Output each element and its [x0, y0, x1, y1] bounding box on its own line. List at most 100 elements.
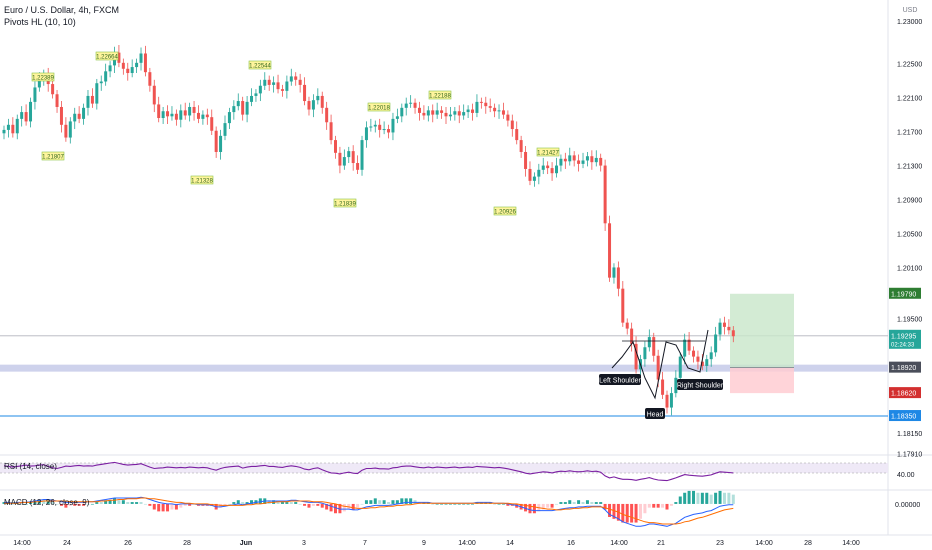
candle-body	[669, 393, 673, 408]
target-price-tag	[889, 287, 921, 299]
macd-histogram-bar	[643, 503, 647, 514]
price-tick-label: 1.20500	[897, 231, 922, 238]
candle-body	[559, 158, 563, 166]
candle-body	[479, 101, 483, 103]
candle-body	[227, 112, 231, 124]
time-tick-label: 26	[124, 540, 132, 547]
rsi-scale-label: 40.00	[897, 472, 915, 479]
candle-body	[236, 101, 240, 107]
macd-histogram-bar	[223, 503, 227, 506]
price-tick-label: 1.20900	[897, 198, 922, 205]
neckline-zone	[0, 364, 888, 372]
candle-body	[709, 352, 713, 360]
macd-histogram-bar	[82, 503, 86, 506]
macd-histogram-bar	[568, 500, 572, 504]
head-and-shoulders-pattern	[611, 329, 709, 400]
candle-body	[364, 127, 368, 141]
candle-body	[214, 130, 218, 152]
macd-histogram-bar	[148, 503, 152, 506]
macd-histogram-bar	[400, 498, 404, 504]
macd-histogram-bar	[431, 503, 435, 505]
candle-body	[497, 110, 501, 112]
indicator-title: Pivots HL (10, 10)	[4, 17, 76, 27]
macd-histogram-bar	[46, 500, 50, 504]
macd-histogram-bar	[135, 502, 139, 504]
macd-histogram-bar	[497, 503, 501, 505]
candle-body	[232, 106, 236, 113]
pivot-label: 1.21427	[537, 151, 559, 157]
candle-body	[404, 103, 408, 108]
macd-histogram-bar	[143, 503, 147, 505]
macd-histogram-bar	[638, 503, 642, 519]
macd-histogram-bar	[501, 503, 505, 505]
chart-symbol-title: Euro / U.S. Dollar, 4h, FXCM	[4, 5, 120, 15]
candle-body	[347, 151, 351, 158]
macd-histogram-bar	[258, 498, 262, 504]
macd-histogram-bar	[718, 490, 722, 504]
candle-body	[307, 101, 311, 110]
macd-histogram-bar	[117, 500, 121, 504]
time-tick-label: 14:00	[13, 540, 31, 547]
macd-histogram-bar	[599, 502, 603, 504]
macd-histogram-bar	[621, 503, 625, 523]
time-tick-label: 21	[657, 540, 665, 547]
macd-histogram-bar	[404, 498, 408, 504]
candle-body	[148, 72, 152, 86]
macd-histogram-bar	[722, 492, 726, 504]
candle-body	[568, 155, 572, 162]
candle-body	[143, 53, 147, 73]
macd-histogram-bar	[546, 503, 550, 508]
bar-countdown: 02:24:33	[891, 342, 915, 348]
candle-body	[501, 110, 505, 115]
macd-histogram-bar	[351, 503, 355, 510]
rsi-title: RSI (14, close)	[4, 462, 57, 471]
macd-histogram-bar	[121, 500, 125, 504]
macd-histogram-bar	[320, 503, 324, 508]
candle-body	[471, 109, 475, 113]
macd-histogram-bar	[241, 502, 245, 504]
candle-body	[285, 81, 289, 91]
macd-histogram-bar	[692, 490, 696, 504]
macd-histogram-bar	[20, 503, 24, 505]
candle-body	[674, 377, 678, 394]
candle-body	[325, 107, 329, 123]
macd-histogram-bar	[532, 503, 536, 514]
price-tick-label: 1.22100	[897, 96, 922, 103]
candle-body	[29, 101, 33, 122]
candle-body	[453, 111, 457, 115]
candle-body	[727, 326, 731, 331]
macd-histogram-bar	[311, 503, 315, 506]
candle-body	[652, 337, 656, 356]
pivot-label: 1.21807	[42, 155, 64, 161]
macd-histogram-bar	[555, 503, 558, 505]
time-tick-label: Jun	[240, 540, 252, 547]
macd-histogram-bar	[86, 503, 90, 505]
candle-body	[457, 111, 461, 116]
price-tick-label: 1.17910	[897, 451, 922, 458]
candle-body	[33, 87, 37, 102]
candle-body	[59, 106, 63, 125]
time-tick-label: 7	[363, 540, 367, 547]
time-tick-label: 23	[716, 540, 724, 547]
time-tick-label: 14:00	[755, 540, 773, 547]
candle-body	[2, 129, 6, 134]
candle-body	[515, 129, 519, 141]
macd-histogram-bar	[307, 503, 311, 508]
candle-body	[289, 76, 293, 82]
macd-histogram-bar	[166, 503, 170, 512]
macd-histogram-bar	[382, 500, 386, 504]
candle-body	[356, 163, 360, 170]
macd-histogram-bar	[471, 503, 475, 505]
macd-histogram-bar	[466, 503, 470, 505]
macd-histogram-bar	[612, 503, 616, 519]
candle-body	[378, 124, 382, 130]
price-tick-label: 1.21300	[897, 164, 922, 171]
macd-histogram-bar	[656, 503, 660, 508]
candle-body	[338, 152, 342, 166]
macd-histogram-bar	[608, 503, 612, 517]
current-price: 1.19295	[891, 333, 916, 340]
candle-body	[475, 101, 479, 113]
candle-body	[590, 156, 594, 163]
macd-histogram-bar	[245, 502, 249, 504]
